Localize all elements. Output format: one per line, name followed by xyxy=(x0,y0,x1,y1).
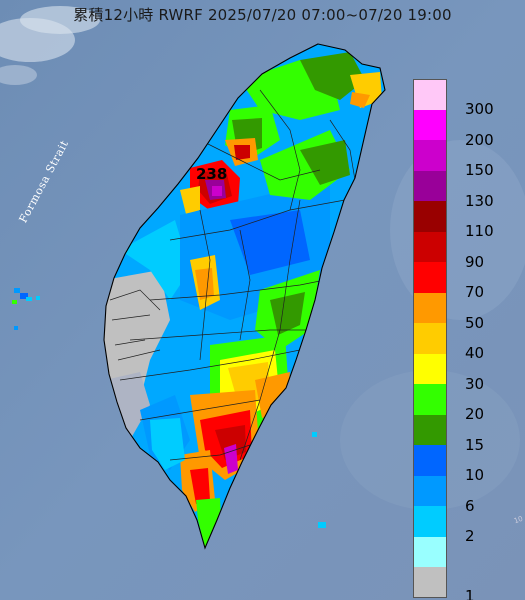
legend-label: 200 xyxy=(465,130,494,149)
legend-label: 6 xyxy=(465,496,475,515)
legend-label: 300 xyxy=(465,100,494,118)
legend-item: 110 xyxy=(413,201,507,240)
legend-label: 150 xyxy=(465,161,494,179)
legend-label: 70 xyxy=(465,283,485,301)
legend-item: 130 xyxy=(413,170,507,210)
legend-swatch xyxy=(413,414,447,445)
legend-label: 130 xyxy=(465,191,494,210)
legend-item: 90 xyxy=(413,231,507,271)
max-value-label: 238 xyxy=(196,165,228,183)
legend-label: 10 xyxy=(465,466,485,484)
legend-swatch xyxy=(413,445,447,476)
legend-item: 40 xyxy=(413,323,507,362)
legend-item: 50 xyxy=(413,292,507,332)
rainfall-field xyxy=(104,52,382,548)
legend-label: 110 xyxy=(465,222,494,240)
legend-swatch xyxy=(413,262,447,293)
legend: 300 200 150 130 110 90 70 50 40 30 20 15 10 6 2 1 xyxy=(413,79,507,600)
legend-item: 30 xyxy=(413,353,507,393)
offshore-rain xyxy=(20,293,28,299)
legend-swatch xyxy=(413,353,447,384)
offshore-rain xyxy=(312,432,317,437)
legend-label: 50 xyxy=(465,313,485,332)
offshore-rain xyxy=(12,300,17,304)
boundary-lines xyxy=(109,89,356,461)
legend-item: 15 xyxy=(413,414,507,454)
legend-item: 20 xyxy=(413,384,507,423)
legend-item: 1 xyxy=(413,567,507,600)
legend-item: 70 xyxy=(413,262,507,301)
legend-label: 40 xyxy=(465,344,485,362)
offshore-rain xyxy=(318,522,326,528)
legend-swatch xyxy=(413,170,447,201)
offshore-rain xyxy=(14,326,18,330)
legend-item xyxy=(413,536,507,567)
map-title: 累積12小時 RWRF 2025/07/20 07:00~07/20 19:00 xyxy=(73,6,452,24)
legend-label: 90 xyxy=(465,252,485,271)
legend-swatch xyxy=(413,384,447,415)
legend-swatch xyxy=(413,536,447,567)
legend-swatch xyxy=(413,231,447,262)
legend-item: 300 xyxy=(413,79,507,118)
legend-swatch xyxy=(413,475,447,506)
legend-label: 2 xyxy=(465,527,475,545)
legend-item: 2 xyxy=(413,506,507,545)
offshore-rain xyxy=(26,297,32,301)
legend-item: 10 xyxy=(413,445,507,484)
legend-swatch xyxy=(413,506,447,537)
legend-swatch xyxy=(413,292,447,323)
legend-label: 1 xyxy=(465,587,475,600)
offshore-rain xyxy=(14,288,20,293)
legend-item: 200 xyxy=(413,109,507,149)
legend-swatch xyxy=(413,323,447,354)
offshore-rain xyxy=(36,296,40,300)
legend-item: 6 xyxy=(413,475,507,515)
cloud-patch xyxy=(0,65,37,85)
legend-swatch xyxy=(413,567,447,598)
legend-swatch xyxy=(413,109,447,140)
legend-label: 15 xyxy=(465,435,485,454)
legend-label: 30 xyxy=(465,374,485,393)
legend-swatch xyxy=(413,79,447,110)
legend-label: 20 xyxy=(465,405,485,423)
legend-swatch xyxy=(413,140,447,171)
cloud-patch xyxy=(20,6,100,34)
legend-swatch xyxy=(413,201,447,232)
legend-item: 150 xyxy=(413,140,507,179)
